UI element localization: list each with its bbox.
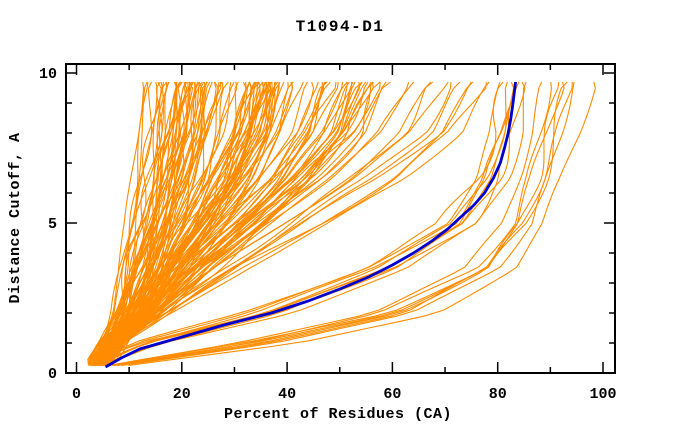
prediction-curve (121, 81, 575, 367)
prediction-curve (98, 81, 527, 367)
prediction-curve (128, 81, 596, 367)
prediction-curve (88, 81, 255, 366)
prediction-curve (90, 81, 517, 366)
prediction-curve (108, 81, 543, 367)
highlighted-model-curve (104, 81, 517, 369)
prediction-curve (93, 81, 391, 366)
x-axis-label: Percent of Residues (CA) (224, 406, 452, 423)
prediction-curve (117, 81, 568, 367)
prediction-curve (89, 81, 177, 366)
prediction-curve (90, 81, 472, 366)
prediction-curve (109, 81, 565, 367)
plot-title: T1094-D1 (296, 18, 385, 36)
x-tick-label: 80 (489, 386, 507, 403)
prediction-curve (94, 81, 252, 366)
x-tick-label: 40 (278, 386, 296, 403)
prediction-curve (90, 81, 181, 366)
prediction-curve (94, 81, 515, 367)
x-tick-label: 60 (383, 386, 401, 403)
prediction-curve (90, 81, 348, 366)
prediction-curve (93, 81, 410, 366)
y-tick-label: 10 (39, 66, 57, 83)
curves (87, 81, 596, 369)
y-tick-label: 0 (48, 366, 57, 383)
x-tick-label: 100 (589, 386, 616, 403)
axes (65, 63, 616, 374)
x-tick-label: 20 (173, 386, 191, 403)
prediction-curve (90, 81, 308, 366)
prediction-curve (89, 81, 153, 366)
prediction-curve (88, 81, 170, 366)
x-tick-label: 0 (72, 386, 81, 403)
prediction-curve (103, 81, 387, 366)
prediction-curve (87, 81, 169, 366)
prediction-curve (112, 81, 573, 367)
prediction-curve (95, 81, 369, 366)
prediction-curve (91, 81, 504, 366)
tick-labels: 0 20 40 60 80 100 0 5 10 (39, 66, 617, 403)
prediction-curve (92, 81, 353, 366)
prediction-curve (97, 81, 490, 366)
prediction-curve (95, 81, 461, 366)
prediction-curve (96, 81, 487, 366)
prediction-curve (91, 81, 501, 366)
prediction-curve (114, 81, 552, 367)
y-tick-label: 5 (48, 216, 57, 233)
prediction-curve (92, 81, 149, 366)
prediction-curve (100, 81, 331, 366)
y-axis-label: Distance Cutoff, A (7, 132, 24, 303)
prediction-curve (89, 81, 449, 366)
